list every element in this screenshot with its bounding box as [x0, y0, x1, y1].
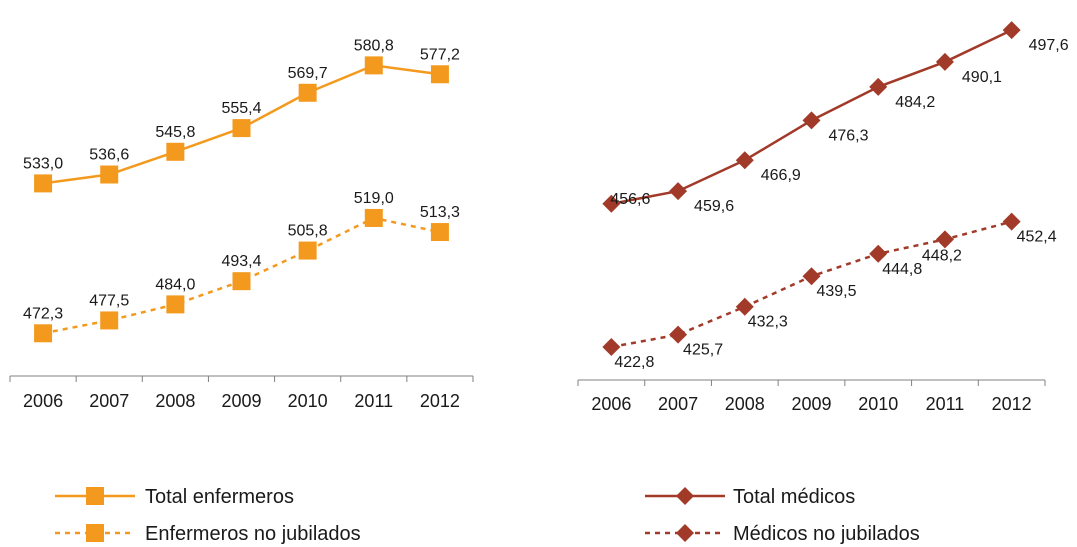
data-point-marker — [802, 111, 821, 130]
data-point-marker — [430, 65, 449, 84]
x-tick-label: 2006 — [23, 391, 63, 411]
legend-label: Total médicos — [733, 486, 855, 508]
data-point-marker — [166, 142, 185, 161]
data-label: 505,8 — [288, 223, 328, 240]
data-label: 472,3 — [23, 305, 63, 322]
legend-marker-swatch — [676, 487, 694, 505]
series-enfermeros-no-jubilados: 472,3 477,5 484,0 493,4 505,8 519,0 513,3 — [23, 190, 460, 343]
data-point-marker — [232, 272, 251, 291]
data-point-marker — [669, 325, 688, 344]
data-label: 432,3 — [748, 314, 788, 331]
series-total-médicos: 456,6 459,6 466,9 476,3 484,2 490,1 497,6 — [602, 21, 1069, 215]
data-point-marker — [602, 194, 621, 213]
legend-marker-swatch — [86, 524, 104, 542]
data-point-marker — [298, 241, 317, 260]
data-label: 425,7 — [683, 342, 723, 359]
data-label: 580,8 — [354, 37, 394, 54]
data-label: 422,8 — [614, 354, 654, 371]
x-tick-label: 2012 — [420, 391, 460, 411]
data-label: 490,1 — [962, 69, 1002, 86]
data-point-marker — [935, 230, 954, 249]
data-point-marker — [1002, 212, 1021, 231]
data-point-marker — [100, 311, 119, 330]
data-label: 577,2 — [420, 46, 460, 63]
x-tick-label: 2009 — [221, 391, 261, 411]
data-point-marker — [735, 297, 754, 316]
legend-item: Enfermeros no jubilados — [55, 523, 361, 545]
chart-1: 2006 2007 2008 2009 2010 2011 2012 533,0 536,6 54… — [9, 37, 474, 545]
data-label: 439,5 — [816, 283, 856, 300]
data-point-marker — [935, 52, 954, 71]
x-tick-label: 2008 — [155, 391, 195, 411]
data-label: 484,2 — [895, 94, 935, 111]
legend-item: Total médicos — [645, 486, 855, 508]
legend: Total enfermeros Enfermeros no jubilados — [55, 486, 361, 545]
x-tick-label: 2008 — [725, 394, 765, 414]
data-point-marker — [100, 165, 119, 184]
data-label: 497,6 — [1029, 37, 1069, 54]
x-tick-label: 2010 — [288, 391, 328, 411]
data-label: 493,4 — [221, 253, 261, 270]
legend-item: Total enfermeros — [55, 486, 294, 508]
x-tick-label: 2011 — [354, 391, 393, 411]
chart-2: 2006 2007 2008 2009 2010 2011 2012 456,6 459,6 46… — [577, 21, 1069, 545]
legend-label: Médicos no jubilados — [733, 523, 920, 545]
data-point-marker — [430, 223, 449, 242]
legend-marker-swatch — [86, 487, 104, 505]
data-point-marker — [1002, 21, 1021, 40]
data-label: 519,0 — [354, 190, 394, 207]
data-label: 452,4 — [1017, 229, 1057, 246]
data-label: 513,3 — [420, 204, 460, 221]
data-point-marker — [602, 337, 621, 356]
data-point-marker — [869, 244, 888, 263]
legend-label: Enfermeros no jubilados — [145, 523, 361, 545]
data-label: 466,9 — [761, 167, 801, 184]
data-point-marker — [364, 56, 383, 75]
data-point-marker — [735, 151, 754, 170]
data-label: 533,0 — [23, 155, 63, 172]
data-point-marker — [232, 119, 251, 138]
data-label: 456,6 — [610, 191, 650, 208]
legend-label: Total enfermeros — [145, 486, 294, 508]
x-tick-label: 2012 — [992, 394, 1032, 414]
data-label: 459,6 — [694, 198, 734, 215]
data-label: 545,8 — [155, 124, 195, 141]
data-point-marker — [34, 324, 53, 343]
legend-marker-swatch — [676, 524, 694, 542]
series-total-enfermeros: 533,0 536,6 545,8 555,4 569,7 580,8 577,2 — [23, 37, 460, 193]
data-label: 555,4 — [221, 100, 261, 117]
legend-item: Médicos no jubilados — [645, 523, 920, 545]
data-point-marker — [298, 83, 317, 102]
x-tick-label: 2007 — [658, 394, 698, 414]
data-point-marker — [364, 208, 383, 227]
x-tick-label: 2011 — [926, 394, 965, 414]
data-label: 444,8 — [882, 261, 922, 278]
x-tick-label: 2007 — [89, 391, 129, 411]
x-tick-label: 2009 — [791, 394, 831, 414]
data-label: 477,5 — [89, 292, 129, 309]
x-tick-label: 2006 — [591, 394, 631, 414]
data-point-marker — [166, 295, 185, 314]
data-point-marker — [34, 174, 53, 193]
data-label: 476,3 — [828, 127, 868, 144]
data-point-marker — [869, 77, 888, 96]
data-label: 448,2 — [922, 247, 962, 264]
x-tick-label: 2010 — [858, 394, 898, 414]
data-point-marker — [802, 267, 821, 286]
data-label: 484,0 — [155, 276, 195, 293]
data-point-marker — [669, 182, 688, 201]
legend: Total médicos Médicos no jubilados — [645, 486, 920, 545]
data-label: 536,6 — [89, 147, 129, 164]
data-label: 569,7 — [288, 65, 328, 82]
